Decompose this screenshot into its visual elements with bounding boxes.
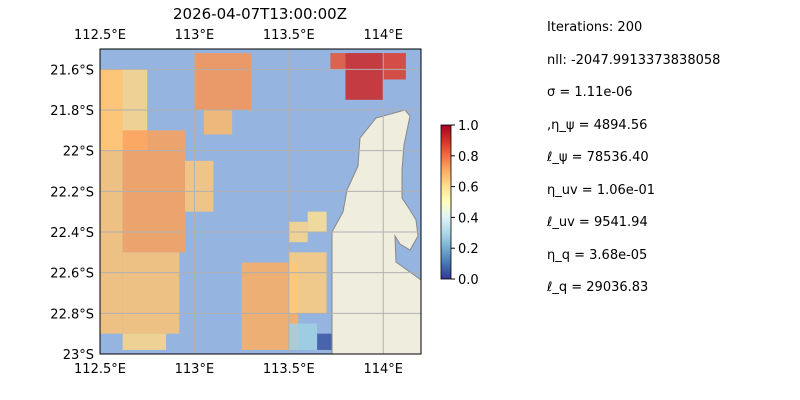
colorbar-ticks: 0.0 0.2 0.4 0.6 0.8 1.0 bbox=[451, 119, 479, 288]
heatmap-region bbox=[203, 110, 233, 135]
x-tick-label-bottom: 114°E bbox=[363, 362, 403, 377]
x-tick-label-bottom: 112.5°E bbox=[74, 362, 126, 377]
heatmap-region bbox=[100, 69, 123, 334]
param-nll: nll: -2047.9913373838058 bbox=[547, 53, 721, 68]
param-eta-uv: η_uv = 1.06e-01 bbox=[547, 183, 656, 198]
x-tick-label-top: 113°E bbox=[175, 28, 215, 43]
param-sigma: σ = 1.11e-06 bbox=[547, 85, 633, 100]
heatmap-region bbox=[345, 53, 384, 100]
heatmap-region bbox=[330, 53, 346, 70]
x-tick-labels-top: 112.5°E 113°E 113.5°E 114°E bbox=[74, 28, 403, 43]
heatmap-region bbox=[288, 323, 318, 350]
x-tick-label-bottom: 113°E bbox=[175, 362, 215, 377]
x-tick-label-top: 114°E bbox=[363, 28, 403, 43]
x-tick-label-top: 113.5°E bbox=[263, 28, 315, 43]
map-frame bbox=[99, 48, 422, 355]
param-eta-q: η_q = 3.68e-05 bbox=[547, 248, 648, 263]
chart-title: 2026-04-07T13:00:00Z bbox=[173, 5, 347, 23]
param-ell-psi: ℓ_ψ = 78536.40 bbox=[547, 150, 649, 165]
param-eta-psi: ,η_ψ = 4894.56 bbox=[547, 118, 648, 133]
y-tick-labels: 21.6°S 21.8°S 22°S 22.2°S 22.4°S 22.6°S 22.8°S… bbox=[50, 63, 94, 363]
grid-lines bbox=[100, 49, 421, 354]
param-ell-uv: ℓ_uv = 9541.94 bbox=[547, 215, 648, 230]
heatmap-region bbox=[288, 252, 327, 314]
x-tick-label-top: 112.5°E bbox=[74, 28, 126, 43]
y-tick-label: 21.8°S bbox=[50, 104, 94, 119]
y-tick-label: 22°S bbox=[63, 145, 94, 160]
y-tick-label: 22.8°S bbox=[50, 307, 94, 322]
param-ell-q: ℓ_q = 29036.83 bbox=[547, 280, 649, 295]
map-plot bbox=[100, 49, 421, 354]
heatmap-region bbox=[194, 53, 252, 110]
x-tick-labels-bottom: 112.5°E 113°E 113.5°E 114°E bbox=[74, 362, 403, 377]
heatmap-region bbox=[122, 252, 180, 334]
x-tick-label-bottom: 113.5°E bbox=[263, 362, 315, 377]
heatmap-region bbox=[122, 333, 167, 350]
heatmap-region bbox=[184, 160, 214, 212]
colorbar-tick-label: 0.6 bbox=[458, 181, 479, 196]
param-iterations: Iterations: 200 bbox=[547, 20, 643, 35]
y-tick-label: 22.2°S bbox=[50, 185, 94, 200]
y-tick-label: 21.6°S bbox=[50, 63, 94, 78]
y-tick-label: 23°S bbox=[63, 348, 94, 363]
y-tick-label: 22.6°S bbox=[50, 267, 94, 282]
heatmap-region bbox=[307, 211, 327, 232]
colorbar-tick-label: 0.2 bbox=[458, 242, 479, 257]
colorbar-tick-label: 0.4 bbox=[458, 211, 479, 226]
colorbar-tick-label: 0.8 bbox=[458, 150, 479, 165]
colorbar-tick-label: 0.0 bbox=[458, 273, 479, 288]
colorbar bbox=[440, 124, 452, 280]
heatmap-region bbox=[383, 53, 406, 80]
y-tick-label: 22.4°S bbox=[50, 226, 94, 241]
colorbar-tick-label: 1.0 bbox=[458, 119, 479, 134]
